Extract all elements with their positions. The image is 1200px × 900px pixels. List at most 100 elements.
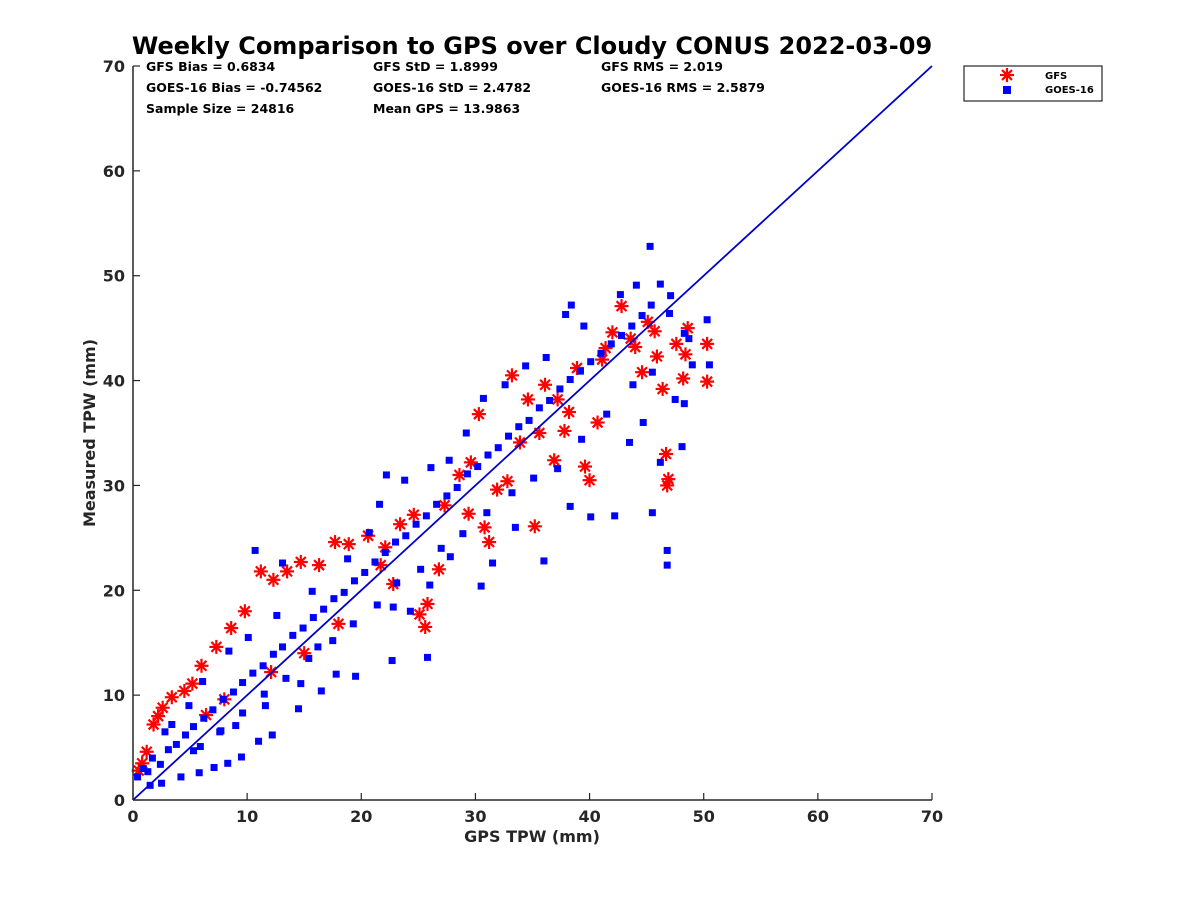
goes16-point — [172, 740, 180, 748]
y-tick-label: 30 — [103, 476, 125, 495]
goes16-point — [505, 432, 513, 440]
gfs-point — [562, 405, 577, 420]
x-tick-label: 0 — [127, 807, 138, 826]
legend: GFS GOES-16 — [963, 65, 1103, 102]
gfs-point — [237, 604, 252, 619]
goes16-point — [144, 768, 152, 776]
gfs-point — [146, 717, 161, 732]
goes16-point — [607, 340, 615, 348]
goes16-point — [705, 361, 713, 369]
goes16-point — [268, 731, 276, 739]
goes16-point — [511, 523, 519, 531]
x-tick-label: 20 — [350, 807, 372, 826]
goes16-point — [309, 614, 317, 622]
goes16-point — [189, 723, 197, 731]
goes16-point — [229, 688, 237, 696]
goes16-point — [297, 680, 305, 688]
goes16-point — [446, 553, 454, 561]
gfs-point — [582, 473, 597, 488]
goes16-point — [295, 705, 303, 713]
goes16-point — [289, 631, 297, 639]
goes16-point — [477, 582, 485, 590]
x-tick-label: 60 — [807, 807, 829, 826]
y-tick-label: 0 — [114, 791, 125, 810]
goes16-point — [282, 674, 290, 682]
goes16-point — [259, 662, 267, 670]
goes16-point — [567, 301, 575, 309]
stat-gfs-std: GFS StD = 1.8999 — [373, 59, 498, 74]
goes16-point — [320, 605, 328, 613]
gfs-point — [669, 336, 684, 351]
gfs-point — [538, 377, 553, 392]
gfs-point — [293, 554, 308, 569]
goes16-point — [587, 358, 595, 366]
goes16-point — [423, 653, 431, 661]
goes16-point — [703, 316, 711, 324]
stat-gfs-bias: GFS Bias = 0.6834 — [146, 59, 276, 74]
goes16-point — [249, 669, 257, 677]
goes16-point — [161, 728, 169, 736]
x-ticks: 0 10 20 30 40 50 60 70 — [127, 793, 943, 826]
x-tick-label: 10 — [236, 807, 258, 826]
gfs-point — [185, 676, 200, 691]
goes16-point — [459, 530, 467, 538]
gfs-point — [412, 607, 427, 622]
gfs-point — [461, 506, 476, 521]
goes16-point — [195, 769, 203, 777]
goes16-point — [566, 376, 574, 384]
goes16-point — [330, 595, 338, 603]
gfs-point — [635, 365, 650, 380]
goes16-point — [344, 555, 352, 563]
goes16-point — [361, 568, 369, 576]
legend-marker-goes16 — [1003, 86, 1011, 94]
y-tick-label: 70 — [103, 57, 125, 76]
goes16-point — [580, 322, 588, 330]
goes16-point — [680, 400, 688, 408]
goes16-point — [349, 620, 357, 628]
gfs-point — [341, 537, 356, 552]
goes16-point — [393, 579, 401, 587]
gfs-point — [578, 459, 593, 474]
goes16-point — [647, 301, 655, 309]
gfs-point — [490, 482, 505, 497]
goes16-point — [209, 706, 217, 714]
goes16-point — [639, 419, 647, 427]
legend-marker-gfs — [1000, 68, 1014, 82]
y-tick-label: 60 — [103, 162, 125, 181]
gfs-point — [605, 325, 620, 340]
goes16-point — [427, 464, 435, 472]
goes16-point — [648, 368, 656, 376]
gfs-point — [661, 472, 676, 487]
goes16-point — [680, 329, 688, 337]
goes16-point — [139, 765, 147, 773]
goes16-point — [618, 331, 626, 339]
gfs-point — [224, 621, 239, 636]
gfs-point — [504, 368, 519, 383]
goes16-point — [185, 702, 193, 710]
y-tick-label: 10 — [103, 686, 125, 705]
gfs-point — [471, 407, 486, 422]
gfs-point — [557, 423, 572, 438]
goes16-point — [685, 335, 693, 343]
legend-goes16-symbol — [1003, 86, 1011, 94]
goes16-point — [373, 601, 381, 609]
goes16-point — [232, 722, 240, 730]
goes16-point — [352, 672, 360, 680]
goes16-point — [554, 465, 562, 473]
gfs-point — [676, 371, 691, 386]
gfs-point — [312, 558, 327, 573]
gfs-point — [649, 349, 664, 364]
goes16-point — [199, 678, 207, 686]
goes16-point — [260, 690, 268, 698]
x-tick-label: 30 — [464, 807, 486, 826]
chart-title: Weekly Comparison to GPS over Cloudy CON… — [132, 32, 932, 60]
gfs-point — [155, 700, 170, 715]
goes16-point — [501, 381, 509, 389]
goes16-point — [392, 538, 400, 546]
gfs-point — [164, 690, 179, 705]
gfs-point — [209, 639, 224, 654]
gfs-point — [431, 562, 446, 577]
goes16-point — [217, 727, 225, 735]
goes16-point — [678, 443, 686, 451]
